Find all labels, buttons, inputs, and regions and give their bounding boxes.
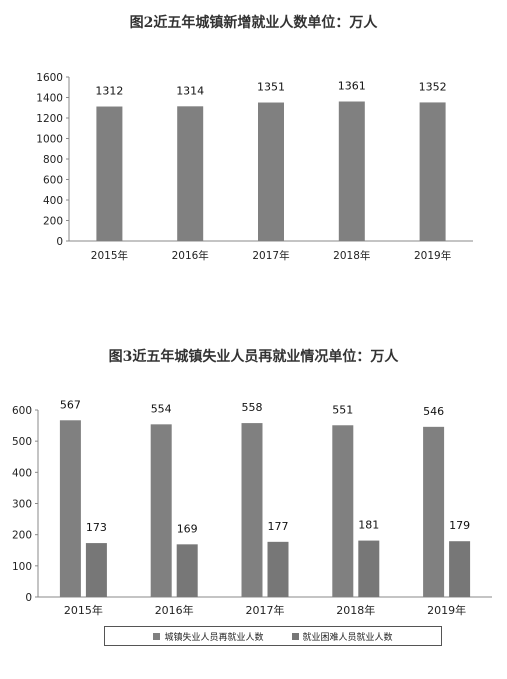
chart1-data-label: 1351 [257, 81, 285, 94]
chart1-x-tick-label: 2015年 [91, 249, 128, 262]
chart2-x-tick-label: 2016年 [155, 603, 194, 617]
chart2-bar-series-2 [267, 541, 289, 597]
chart2-data-label: 546 [423, 405, 444, 418]
chart2-bar-series-2 [85, 543, 107, 597]
legend-label-series-2: 就业困难人员就业人数 [302, 632, 393, 643]
legend-swatch-series-2 [291, 632, 299, 640]
chart1-x-tick-label: 2016年 [172, 249, 209, 262]
chart2-legend: 城镇失业人员再就业人数 就业困难人员就业人数 [104, 626, 442, 646]
chart2-plot: 0 100 200 300 400 500 600 567 173 2015年 554 169 2016… [12, 398, 492, 617]
chart1-y-tick-label: 600 [43, 175, 63, 187]
legend-item-series-2: 就业困难人员就业人数 [291, 630, 393, 643]
chart1-data-label: 1312 [95, 85, 123, 98]
chart2-bar-series-1 [423, 426, 445, 597]
chart1-y-tick-label: 400 [43, 195, 63, 207]
legend-swatch-series-1 [153, 632, 161, 640]
chart2-bar-series-1 [241, 423, 263, 597]
chart1-x-tick-label: 2019年 [414, 249, 451, 262]
chart2-data-label: 181 [358, 519, 379, 532]
chart2-x-tick-label: 2015年 [64, 603, 103, 617]
chart2-bar-series-2 [358, 540, 380, 597]
chart1-bar [177, 106, 204, 241]
chart2-data-label: 567 [60, 398, 81, 411]
chart2-title: 图3近五年城镇失业人员再就业情况单位：万人 [108, 349, 399, 365]
chart2-bar-series-1 [59, 420, 81, 597]
chart2-y-tick-label: 400 [12, 467, 32, 479]
chart2-data-label: 551 [332, 403, 353, 416]
chart2-x-tick-label: 2017年 [246, 603, 285, 617]
chart2-data-label: 177 [268, 520, 289, 533]
chart1-x-tick-label: 2018年 [333, 249, 370, 262]
chart1-x-tick-label: 2017年 [252, 249, 289, 262]
chart2-y-tick-label: 600 [12, 405, 32, 417]
chart1-y-tick-label: 1600 [36, 72, 63, 84]
chart1-plot: 0 200 400 600 800 1000 1200 1400 1600 1312 2015年 13… [36, 72, 473, 262]
chart1-y-tick-label: 1000 [36, 134, 63, 146]
chart2-bar-series-1 [332, 425, 354, 597]
chart1-y-tick-label: 0 [56, 236, 63, 248]
chart2-y-tick-label: 100 [12, 561, 32, 573]
chart2-y-tick-label: 500 [12, 436, 32, 448]
chart2-data-label: 558 [242, 401, 263, 414]
chart1-y-tick-label: 800 [43, 154, 63, 166]
chart2-bar-series-2 [449, 541, 471, 597]
chart2-y-tick-label: 300 [12, 499, 32, 511]
chart1-data-label: 1314 [176, 84, 204, 97]
chart2-data-label: 554 [151, 402, 172, 415]
legend-item-series-1: 城镇失业人员再就业人数 [153, 630, 264, 643]
chart1-data-label: 1352 [419, 80, 447, 93]
chart1-bar [338, 101, 365, 241]
chart1-y-tick-label: 200 [43, 216, 63, 228]
chart2-x-tick-label: 2019年 [427, 603, 466, 617]
chart2-bar-series-2 [176, 544, 198, 597]
chart2-x-tick-label: 2018年 [336, 603, 375, 617]
chart1-bar [96, 106, 123, 242]
chart2-y-tick-label: 200 [12, 530, 32, 542]
chart1-bar [419, 102, 446, 241]
chart1-bar [258, 102, 284, 242]
chart1-y-tick-label: 1200 [36, 113, 63, 125]
chart2-y-tick-label: 0 [25, 592, 32, 604]
legend-label-series-1: 城镇失业人员再就业人数 [164, 632, 264, 643]
chart2-data-label: 169 [177, 522, 198, 535]
chart1-y-tick-label: 1400 [36, 93, 63, 105]
chart2-bar-series-1 [150, 424, 172, 597]
chart2-data-label: 179 [449, 519, 470, 532]
chart2-data-label: 173 [86, 521, 107, 534]
chart1-data-label: 1361 [338, 79, 366, 92]
chart1-title: 图2近五年城镇新增就业人数单位：万人 [129, 15, 378, 31]
